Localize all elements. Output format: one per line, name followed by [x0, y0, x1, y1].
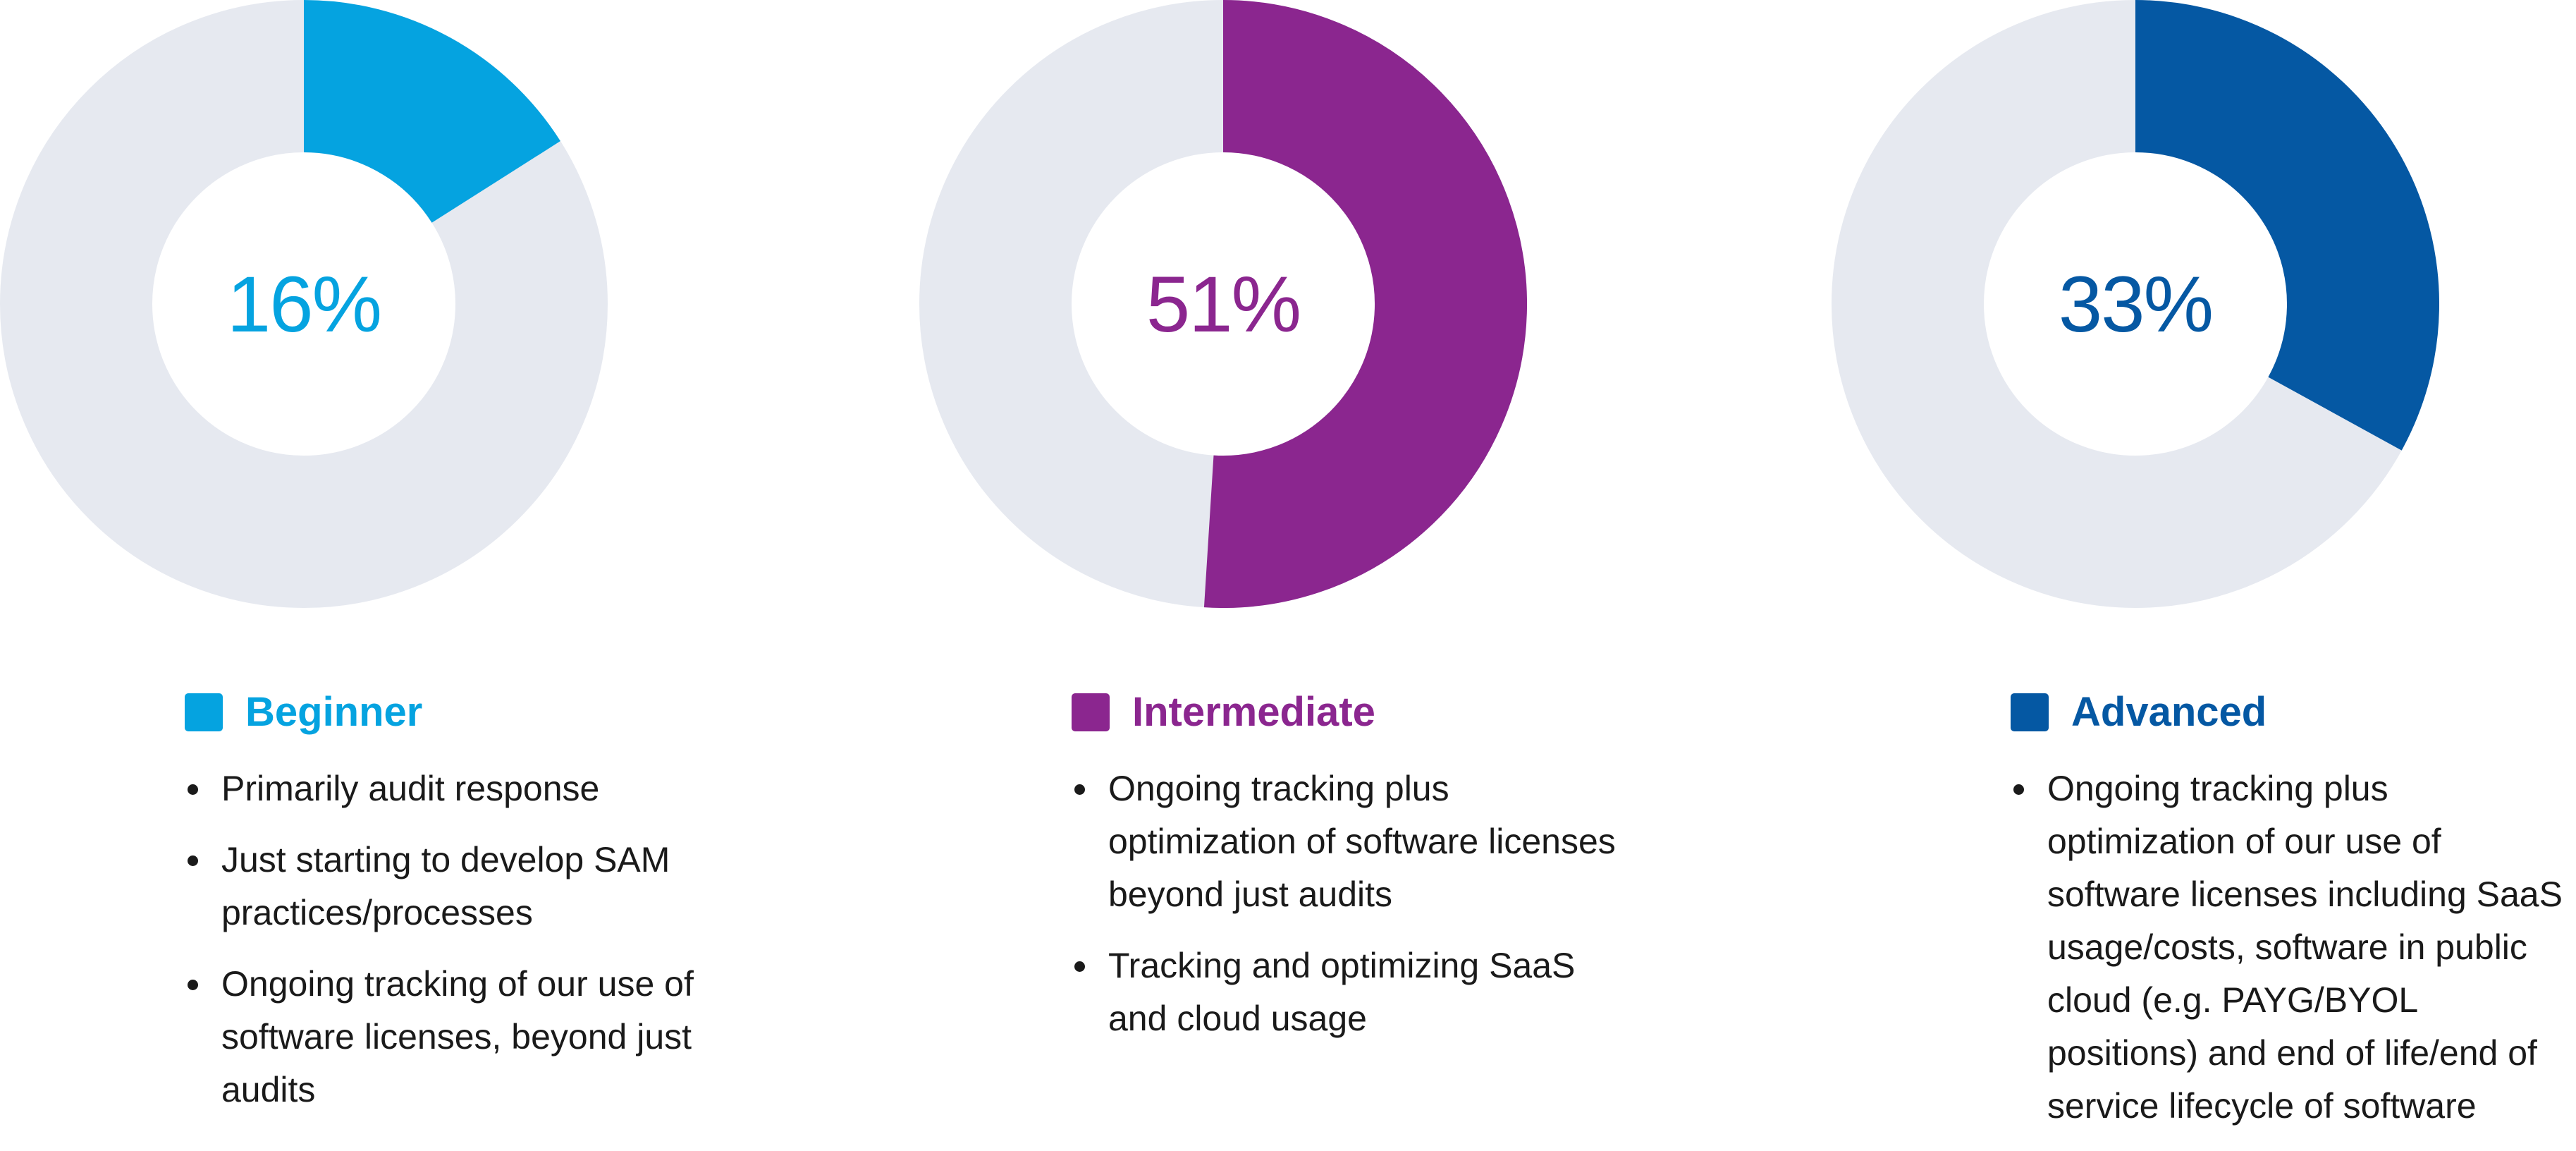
intermediate-donut-segment: [1204, 0, 1527, 608]
beginner-bullet-list: Primarily audit response Just starting t…: [185, 762, 720, 1135]
advanced-donut: 33%: [1832, 0, 2439, 608]
advanced-donut-segment: [2134, 0, 2439, 451]
intermediate-donut-svg: [919, 0, 1527, 608]
beginner-donut: 16%: [0, 0, 608, 608]
advanced-legend: Advanced: [2011, 688, 2267, 737]
beginner-donut-svg: [0, 0, 608, 608]
beginner-legend-label: Beginner: [245, 689, 423, 735]
advanced-legend-swatch: [2011, 693, 2049, 731]
intermediate-bullet-list: Ongoing tracking plus optimization of so…: [1072, 762, 1629, 1064]
bullet-item: Ongoing tracking of our use of software …: [185, 958, 720, 1116]
bullet-dot-icon: [188, 980, 198, 990]
intermediate-legend-swatch: [1072, 693, 1110, 731]
intermediate-donut: 51%: [919, 0, 1527, 608]
bullet-item: Primarily audit response: [185, 762, 720, 815]
bullet-item: Ongoing tracking plus optimization of so…: [1072, 762, 1629, 921]
bullet-text: Primarily audit response: [221, 769, 600, 808]
advanced-bullet-list: Ongoing tracking plus optimization of ou…: [2011, 762, 2575, 1151]
bullet-item: Just starting to develop SAM practices/p…: [185, 834, 720, 939]
bullet-dot-icon: [188, 855, 198, 866]
intermediate-panel: 51% Intermediate Ongoing tracking plus o…: [919, 0, 1616, 1133]
bullet-text: Ongoing tracking plus optimization of ou…: [2047, 769, 2563, 1126]
bullet-item: Tracking and optimizing SaaS and cloud u…: [1072, 939, 1629, 1045]
beginner-panel: 16% Beginner Primarily audit response Ju…: [0, 0, 694, 1133]
intermediate-legend: Intermediate: [1072, 688, 1375, 737]
advanced-donut-svg: [1832, 0, 2439, 608]
bullet-dot-icon: [1074, 784, 1085, 795]
beginner-legend-swatch: [185, 693, 223, 731]
bullet-text: Ongoing tracking plus optimization of so…: [1108, 769, 1616, 914]
bullet-item: Ongoing tracking plus optimization of ou…: [2011, 762, 2575, 1133]
intermediate-legend-label: Intermediate: [1132, 689, 1375, 735]
bullet-text: Just starting to develop SAM practices/p…: [221, 840, 670, 932]
advanced-panel: 33% Advanced Ongoing tracking plus optim…: [1832, 0, 2576, 1133]
beginner-legend: Beginner: [185, 688, 422, 737]
beginner-donut-segment: [302, 0, 560, 224]
bullet-dot-icon: [188, 784, 198, 795]
bullet-text: Tracking and optimizing SaaS and cloud u…: [1108, 946, 1576, 1038]
bullet-dot-icon: [2013, 784, 2024, 795]
advanced-legend-label: Advanced: [2071, 689, 2267, 735]
bullet-text: Ongoing tracking of our use of software …: [221, 964, 694, 1109]
bullet-dot-icon: [1074, 961, 1085, 972]
